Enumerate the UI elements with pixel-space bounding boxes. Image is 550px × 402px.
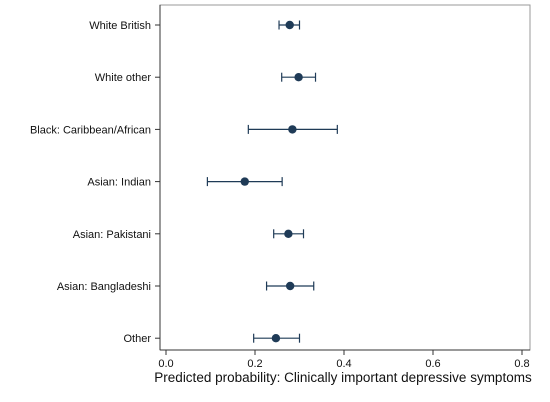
point-estimate — [285, 20, 294, 30]
y-tick-label: Black: Caribbean/African — [30, 124, 151, 136]
x-axis-ticks: 0.0 0.2 0.4 0.6 0.8 — [158, 350, 530, 370]
x-tick-label: 0.4 — [336, 358, 351, 370]
x-tick-label: 0.6 — [425, 358, 440, 370]
y-tick-label: Asian: Indian — [87, 177, 151, 189]
plot-frame — [159, 4, 531, 351]
y-tick-label: Asian: Pakistani — [73, 229, 151, 241]
y-tick-label: White other — [95, 72, 152, 84]
y-tick-label: Other — [123, 333, 151, 345]
x-tick-label: 0.8 — [514, 358, 529, 370]
y-tick-label: Asian: Bangladeshi — [57, 281, 151, 293]
point-estimates — [206, 20, 338, 343]
point-estimate — [240, 177, 249, 186]
x-tick-label: 0.0 — [158, 358, 173, 370]
point-estimate — [294, 73, 303, 82]
x-axis-title: Predicted probability: Clinically import… — [154, 370, 532, 385]
point-estimate — [288, 125, 297, 134]
point-estimate — [284, 229, 293, 238]
x-tick-label: 0.2 — [247, 358, 262, 370]
y-axis-ticks: White British White other Black: Caribbean… — [30, 20, 160, 345]
point-estimate — [285, 281, 295, 291]
point-estimate — [271, 334, 281, 343]
y-tick-label: White British — [89, 20, 151, 32]
